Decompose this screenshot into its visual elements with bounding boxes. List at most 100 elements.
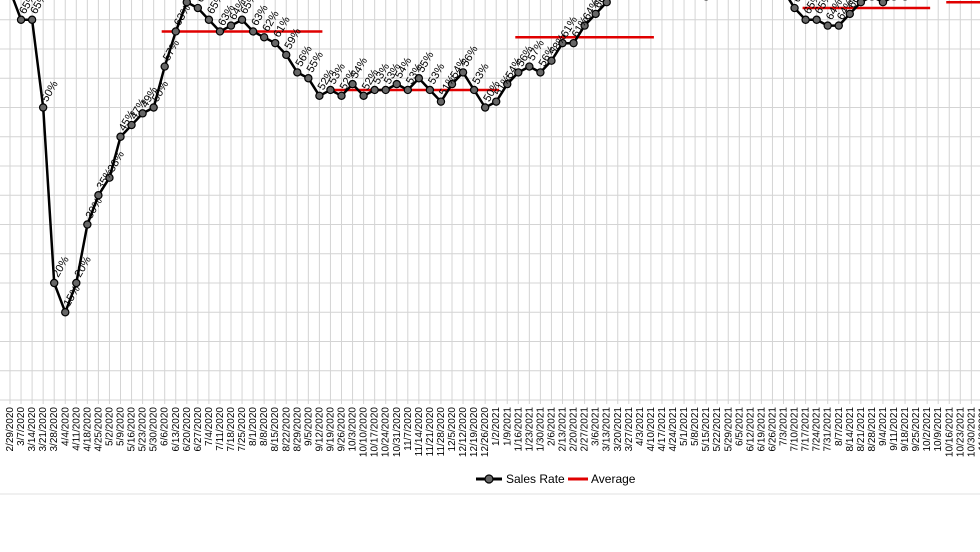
x-tick-label: 7/25/2020 xyxy=(237,407,248,452)
data-point-marker[interactable] xyxy=(370,85,379,95)
data-point-marker[interactable] xyxy=(226,21,236,30)
data-point-marker[interactable] xyxy=(50,278,59,288)
data-point-marker[interactable] xyxy=(237,15,247,24)
data-point-marker[interactable] xyxy=(315,91,324,101)
sales-rate-series xyxy=(12,0,908,317)
data-point-marker[interactable] xyxy=(503,79,512,89)
x-tick-label: 8/21/2021 xyxy=(856,407,867,452)
data-point-marker[interactable] xyxy=(72,278,81,288)
data-point-marker[interactable] xyxy=(160,62,169,71)
x-tick-label: 2/29/2020 xyxy=(5,407,16,452)
x-tick-label: 1/16/2021 xyxy=(513,407,524,452)
data-point-marker[interactable] xyxy=(259,33,269,42)
data-point-marker[interactable] xyxy=(425,85,435,95)
x-tick-label: 2/13/2021 xyxy=(558,407,569,452)
data-point-marker[interactable] xyxy=(271,38,280,48)
data-point-marker[interactable] xyxy=(215,27,225,36)
x-tick-label: 5/8/2021 xyxy=(690,407,701,446)
x-tick-label: 8/15/2020 xyxy=(270,407,281,452)
data-point-marker[interactable] xyxy=(558,38,567,48)
data-point-marker[interactable] xyxy=(480,103,490,112)
data-point-marker[interactable] xyxy=(878,0,888,7)
data-point-marker[interactable] xyxy=(492,97,501,106)
x-tick-label: 10/10/2020 xyxy=(359,407,370,457)
data-point-marker[interactable] xyxy=(116,132,125,141)
data-point-marker[interactable] xyxy=(569,38,578,48)
data-point-marker[interactable] xyxy=(348,79,357,89)
data-label: 66% xyxy=(592,0,614,10)
data-point-marker[interactable] xyxy=(591,9,600,19)
data-point-marker[interactable] xyxy=(171,27,180,36)
x-tick-label: 4/3/2021 xyxy=(635,407,646,446)
legend: Sales Rate Average xyxy=(476,472,636,486)
data-point-marker[interactable] xyxy=(514,68,523,77)
x-tick-label: 7/31/2021 xyxy=(823,407,834,452)
data-point-marker[interactable] xyxy=(326,85,335,95)
data-point-marker[interactable] xyxy=(856,0,866,7)
data-point-marker[interactable] xyxy=(304,74,313,83)
data-point-marker[interactable] xyxy=(812,15,821,24)
data-label: 57% xyxy=(161,38,183,63)
data-point-marker[interactable] xyxy=(580,21,589,30)
data-point-marker[interactable] xyxy=(536,68,545,77)
data-point-marker[interactable] xyxy=(193,3,203,13)
x-tick-label: 10/24/2020 xyxy=(381,407,392,457)
data-point-marker[interactable] xyxy=(149,103,158,112)
x-tick-label: 4/11/2020 xyxy=(71,407,82,451)
data-point-marker[interactable] xyxy=(337,91,346,101)
data-point-marker[interactable] xyxy=(94,191,103,200)
data-point-marker[interactable] xyxy=(282,50,291,60)
data-point-marker[interactable] xyxy=(204,15,214,24)
data-point-marker[interactable] xyxy=(801,15,810,24)
data-point-marker[interactable] xyxy=(602,0,611,7)
data-point-marker[interactable] xyxy=(436,97,446,106)
data-point-marker[interactable] xyxy=(458,68,468,77)
data-point-marker[interactable] xyxy=(61,308,70,317)
data-point-marker[interactable] xyxy=(293,68,302,77)
data-point-marker[interactable] xyxy=(447,79,457,89)
legend-item-sales-rate[interactable]: Sales Rate xyxy=(476,472,565,486)
data-point-marker[interactable] xyxy=(469,85,479,95)
x-tick-label: 2/6/2021 xyxy=(546,407,557,446)
data-point-marker[interactable] xyxy=(38,103,48,112)
x-tick-label: 7/18/2020 xyxy=(226,407,237,452)
data-point-marker[interactable] xyxy=(392,79,401,89)
data-point-marker[interactable] xyxy=(138,109,147,118)
x-tick-label: 9/25/2021 xyxy=(911,407,922,452)
data-point-marker[interactable] xyxy=(414,74,424,83)
data-point-marker[interactable] xyxy=(790,3,799,13)
data-point-marker[interactable] xyxy=(27,15,37,24)
data-point-marker[interactable] xyxy=(248,27,258,36)
data-point-marker[interactable] xyxy=(83,220,92,229)
x-tick-label: 5/2/2020 xyxy=(104,407,115,446)
data-point-marker[interactable] xyxy=(823,21,832,30)
data-point-marker[interactable] xyxy=(381,85,390,95)
x-tick-label: 8/22/2020 xyxy=(281,407,292,452)
legend-item-average[interactable]: Average xyxy=(568,472,636,486)
x-tick-label: 7/4/2020 xyxy=(204,407,215,446)
data-point-marker[interactable] xyxy=(359,91,368,101)
data-point-marker[interactable] xyxy=(16,15,26,24)
data-point-marker[interactable] xyxy=(547,56,556,65)
data-point-marker[interactable] xyxy=(845,9,855,19)
data-label: 67% xyxy=(194,0,216,5)
x-tick-label: 3/21/2020 xyxy=(38,407,49,452)
x-tick-label: 8/28/2021 xyxy=(867,407,878,452)
data-point-marker[interactable] xyxy=(834,21,843,30)
x-tick-label: 5/30/2020 xyxy=(149,407,160,452)
x-tick-label: 3/28/2020 xyxy=(49,407,60,452)
x-tick-label: 10/3/2020 xyxy=(348,407,359,452)
x-tick-label: 5/22/2021 xyxy=(712,407,723,452)
data-point-marker[interactable] xyxy=(403,85,412,95)
data-point-marker[interactable] xyxy=(105,173,114,182)
data-point-marker[interactable] xyxy=(127,120,136,130)
data-label: 30% xyxy=(84,196,106,221)
data-point-marker[interactable] xyxy=(525,62,534,71)
x-tick-label: 2/27/2021 xyxy=(580,407,591,452)
x-tick-label: 11/7/2020 xyxy=(403,407,414,451)
data-label: 63% xyxy=(172,3,194,28)
data-point-marker[interactable] xyxy=(182,0,191,7)
x-tick-label: 6/12/2021 xyxy=(745,407,756,452)
x-tick-label: 10/23/2021 xyxy=(955,407,966,457)
